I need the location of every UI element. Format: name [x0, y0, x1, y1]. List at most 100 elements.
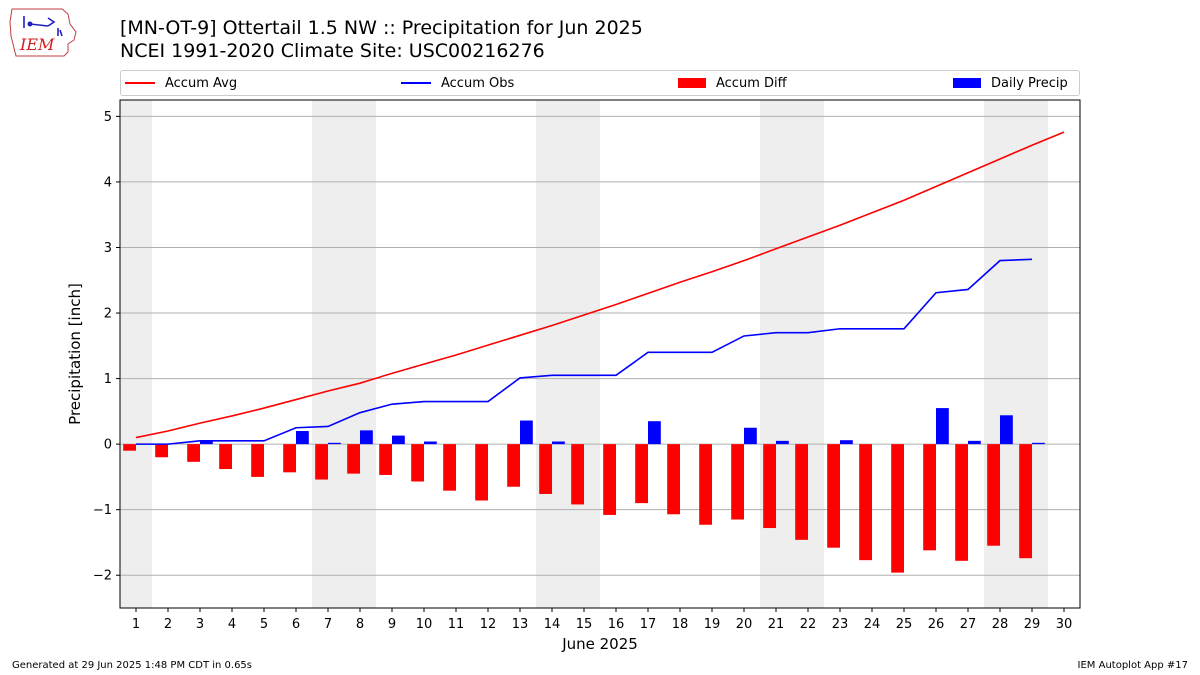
x-tick-label: 26	[928, 617, 945, 632]
daily-precip-bar	[392, 435, 405, 445]
y-tick-label: −2	[93, 569, 112, 584]
weekend-band	[344, 100, 376, 608]
logo-text: IEM	[19, 35, 55, 54]
x-tick-label: 28	[992, 617, 1009, 632]
legend-item-accum-avg: Accum Avg	[125, 71, 237, 95]
legend-label: Accum Obs	[441, 75, 515, 91]
x-axis-label: June 2025	[561, 635, 638, 653]
x-tick-label: 11	[448, 617, 465, 632]
x-tick-label: 27	[960, 617, 977, 632]
y-axis-label: Precipitation [inch]	[66, 283, 84, 425]
legend-swatch-accum-avg	[125, 82, 155, 84]
diff-bar	[827, 444, 840, 548]
weekend-band	[120, 100, 152, 608]
subtitle-line: NCEI 1991-2020 Climate Site: USC00216276	[120, 40, 545, 62]
y-tick-label: −1	[93, 503, 112, 518]
x-tick-label: 4	[228, 617, 236, 632]
x-tick-label: 22	[800, 617, 817, 632]
diff-bar	[763, 444, 776, 529]
x-tick-label: 21	[768, 617, 785, 632]
weekend-band	[760, 100, 792, 608]
diff-bar	[1019, 444, 1032, 559]
y-tick-label: 0	[104, 438, 112, 453]
daily-precip-bar	[328, 442, 341, 445]
x-tick-label: 12	[480, 617, 497, 632]
title-line: [MN-OT-9] Ottertail 1.5 NW :: Precipitat…	[120, 17, 643, 39]
daily-precip-bar	[648, 421, 661, 445]
diff-bar	[699, 444, 712, 525]
diff-bar	[539, 444, 552, 494]
footer-app: IEM Autoplot App #17	[1077, 660, 1188, 671]
legend-item-accum-diff: Accum Diff	[678, 71, 787, 95]
x-tick-label: 10	[416, 617, 433, 632]
diff-bar	[571, 444, 584, 505]
daily-precip-bar	[200, 440, 213, 445]
iowa-outline	[9, 8, 77, 57]
legend-swatch-daily-precip	[953, 78, 981, 88]
diff-bar	[507, 444, 520, 487]
y-tick-label: 3	[104, 241, 112, 256]
diff-bar	[443, 444, 456, 491]
diff-bar	[379, 444, 392, 475]
weather-dot-icon	[27, 21, 33, 27]
y-tick-label: 2	[104, 307, 112, 322]
chart-title: [MN-OT-9] Ottertail 1.5 NW :: Precipitat…	[120, 17, 643, 63]
x-tick-label: 20	[736, 617, 753, 632]
weather-icon	[23, 16, 63, 37]
x-tick-label: 29	[1024, 617, 1041, 632]
diff-bar	[795, 444, 808, 540]
daily-precip-bar	[424, 441, 437, 445]
daily-precip-bar	[744, 427, 757, 445]
diff-bar	[347, 444, 360, 474]
x-tick-label: 16	[608, 617, 625, 632]
diff-bar	[283, 444, 296, 473]
iem-logo: IEM	[9, 8, 77, 57]
daily-precip-bar	[520, 420, 533, 445]
y-tick-label: 4	[104, 175, 112, 190]
weekend-band	[312, 100, 344, 608]
x-tick-label: 14	[544, 617, 561, 632]
daily-precip-bar	[1000, 415, 1013, 445]
daily-precip-bar	[360, 430, 373, 445]
x-tick-label: 1	[132, 617, 140, 632]
x-tick-label: 6	[292, 617, 300, 632]
diff-bar	[635, 444, 648, 504]
x-tick-label: 18	[672, 617, 689, 632]
x-tick-label: 7	[324, 617, 332, 632]
accum-avg-line	[135, 131, 1065, 439]
diff-bar	[603, 444, 616, 515]
daily-precip-bar	[936, 408, 949, 445]
daily-precip-bar	[1032, 442, 1045, 445]
diff-bar	[731, 444, 744, 520]
x-tick-label: 9	[388, 617, 396, 632]
legend-item-daily-precip: Daily Precip	[953, 71, 1068, 95]
diff-bar	[251, 444, 264, 477]
x-tick-label: 17	[640, 617, 657, 632]
accum-obs-line	[136, 258, 1033, 445]
legend-item-accum-obs: Accum Obs	[401, 71, 514, 95]
daily-precip-bar	[968, 440, 981, 445]
diff-bar	[187, 444, 200, 462]
y-tick-label: 5	[104, 110, 112, 125]
x-tick-label: 13	[512, 617, 529, 632]
legend-swatch-accum-obs	[401, 82, 431, 84]
legend-label: Daily Precip	[991, 75, 1068, 91]
x-tick-label: 15	[576, 617, 593, 632]
diff-bar	[155, 444, 168, 458]
diff-bar	[219, 444, 232, 470]
x-tick-label: 24	[864, 617, 881, 632]
x-tick-label: 23	[832, 617, 849, 632]
diff-bar	[411, 444, 424, 482]
diff-bar	[859, 444, 872, 561]
daily-precip-bar	[776, 440, 789, 445]
x-tick-label: 19	[704, 617, 721, 632]
weekend-band	[568, 100, 600, 608]
y-tick-label: 1	[104, 372, 112, 387]
daily-precip-bar	[840, 440, 853, 445]
x-tick-label: 3	[196, 617, 204, 632]
chart-legend: Accum Avg Accum Obs Accum Diff Daily Pre…	[120, 70, 1080, 96]
daily-precip-bar	[296, 431, 309, 445]
diff-bar	[123, 444, 136, 451]
x-tick-label: 8	[356, 617, 364, 632]
